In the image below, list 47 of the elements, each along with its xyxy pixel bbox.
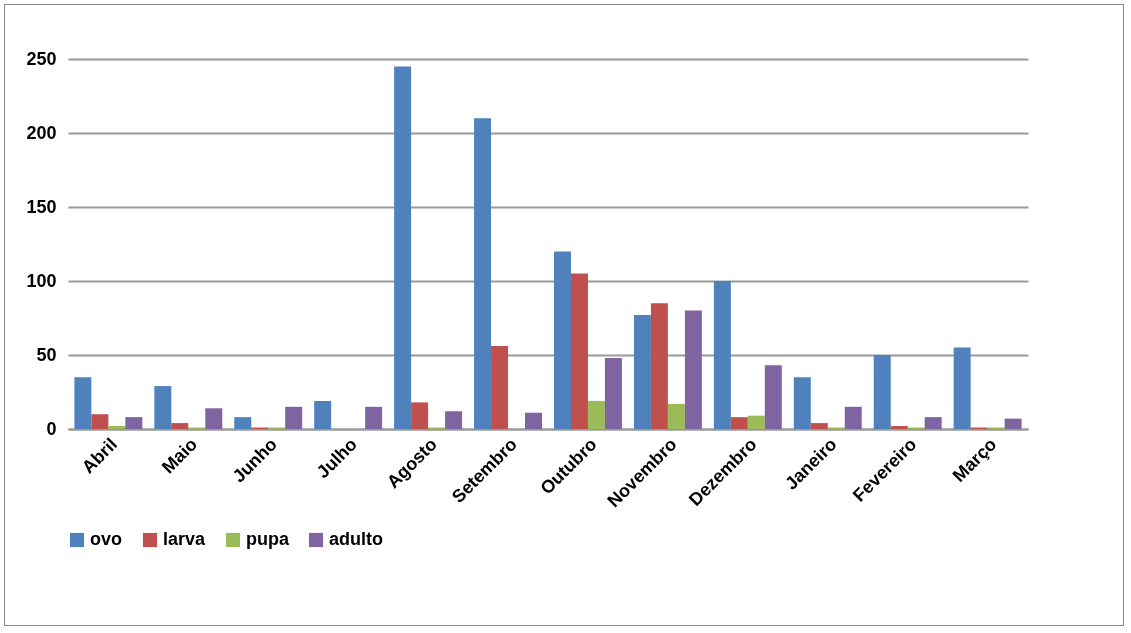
y-tick-label: 150	[26, 196, 57, 217]
bar	[411, 402, 429, 429]
bar	[747, 415, 765, 429]
bar	[91, 414, 109, 429]
bar	[234, 417, 252, 429]
bar	[108, 426, 126, 429]
bar	[713, 281, 731, 429]
bar	[684, 310, 702, 429]
legend-label: adulto	[329, 529, 383, 549]
bar	[730, 417, 748, 429]
bar	[491, 346, 509, 429]
bar	[873, 355, 891, 429]
bar	[890, 426, 908, 429]
bar	[667, 403, 685, 429]
bar	[525, 412, 542, 429]
y-tick-label: 250	[26, 48, 57, 69]
bar	[570, 273, 588, 429]
bar	[924, 417, 942, 429]
bar	[650, 303, 668, 429]
legend-label: larva	[163, 529, 207, 549]
legend-label: ovo	[90, 529, 123, 549]
bar	[154, 386, 172, 429]
bar	[205, 408, 223, 429]
y-tick-label: 200	[26, 122, 57, 143]
bar	[810, 423, 828, 429]
bar	[125, 417, 143, 429]
bar	[844, 406, 862, 429]
bar	[1004, 418, 1022, 429]
bar	[953, 347, 971, 429]
y-tick-label: 100	[26, 270, 57, 291]
y-tick-label: 0	[46, 418, 57, 439]
bar	[394, 66, 412, 429]
bar	[445, 411, 463, 429]
bar	[74, 377, 92, 429]
bar	[474, 118, 492, 429]
bar	[633, 315, 651, 429]
legend-label: pupa	[246, 529, 290, 549]
bar	[314, 400, 332, 429]
bar	[285, 406, 303, 429]
y-tick-label: 50	[36, 344, 57, 365]
bar	[365, 406, 383, 429]
bar	[587, 400, 605, 429]
bar	[554, 251, 571, 429]
bar	[764, 365, 782, 429]
bar	[171, 423, 189, 429]
bar	[793, 377, 811, 429]
bar	[604, 357, 622, 429]
